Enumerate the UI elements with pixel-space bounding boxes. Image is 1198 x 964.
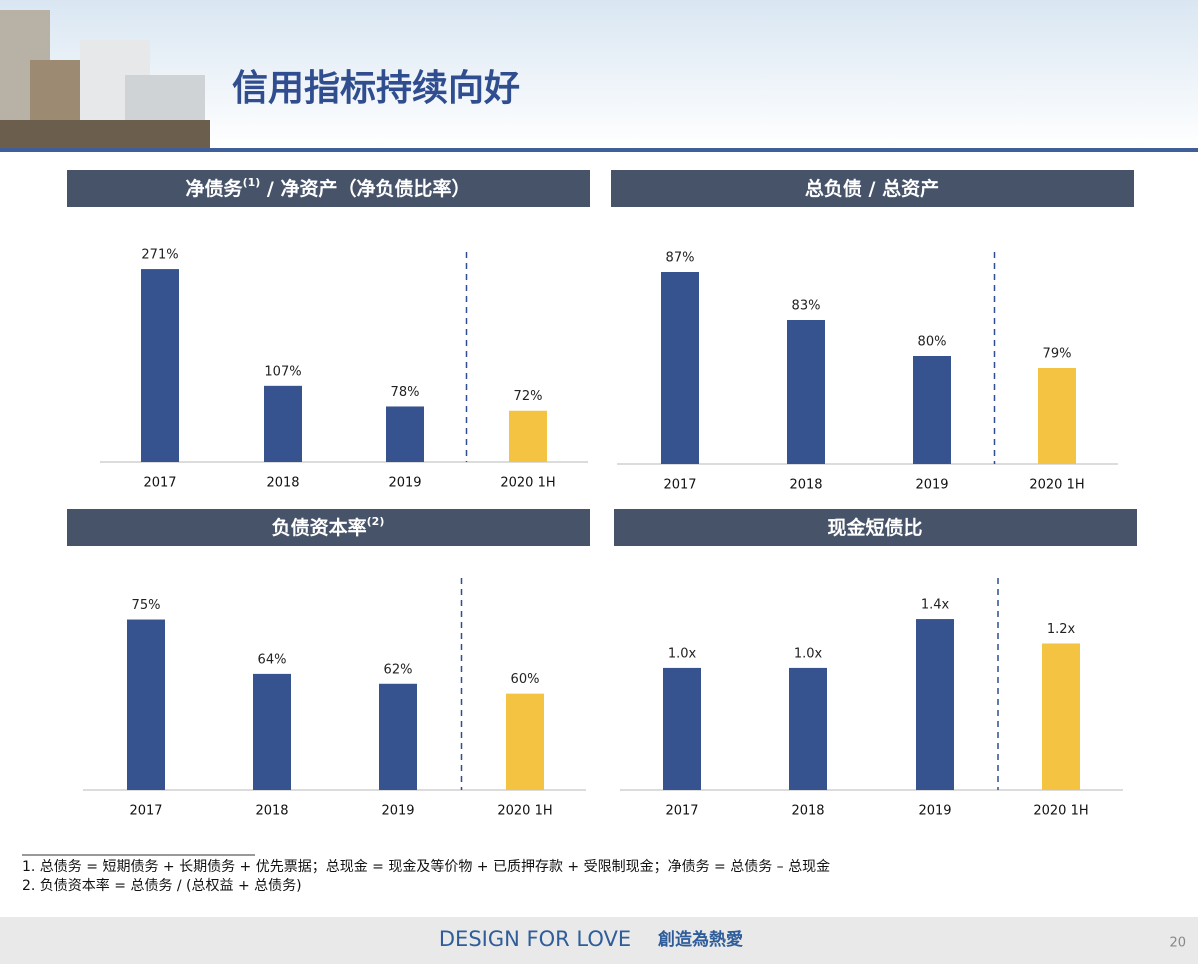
x-tick-label: 2019 <box>918 804 951 819</box>
value-label: 87% <box>666 251 695 266</box>
bar <box>127 619 165 790</box>
panel-title-part: 总负债 / 总资产 <box>805 177 939 200</box>
x-tick-label: 2019 <box>381 804 414 819</box>
bar <box>253 673 291 790</box>
value-label: 1.0x <box>794 646 823 661</box>
footnote: 1. 总债务 = 短期债务 + 长期债务 + 优先票据；总现金 = 现金及等价物… <box>22 858 830 875</box>
panel-title-part: 现金短债比 <box>827 516 922 539</box>
footnote: 2. 负债资本率 = 总债务 / (总权益 + 总债务) <box>22 877 302 894</box>
x-tick-label: 2018 <box>791 804 824 819</box>
page-number: 20 <box>1169 936 1186 951</box>
panel-title: 总负债 / 总资产 <box>805 177 939 200</box>
value-label: 271% <box>141 248 178 263</box>
bar <box>506 693 544 790</box>
bar <box>663 667 701 790</box>
header-rule <box>0 148 1198 152</box>
value-label: 107% <box>264 364 301 379</box>
x-tick-label: 2018 <box>266 476 299 491</box>
bar <box>509 410 547 462</box>
bar <box>916 619 954 790</box>
value-label: 62% <box>384 662 413 677</box>
value-label: 78% <box>391 385 420 400</box>
x-tick-label: 2019 <box>915 478 948 493</box>
bar <box>1042 643 1080 790</box>
bar <box>379 683 417 790</box>
x-tick-label: 2019 <box>388 476 421 491</box>
panel-title: 净债务(1) / 净资产（净负债比率） <box>186 176 471 200</box>
bar <box>386 406 424 462</box>
x-tick-label: 2020 1H <box>497 804 552 819</box>
bar <box>141 269 179 462</box>
bar <box>264 385 302 462</box>
bar <box>913 356 951 464</box>
value-label: 60% <box>511 672 540 687</box>
footer-brand: DESIGN FOR LOVE <box>439 927 631 951</box>
value-label: 1.4x <box>921 598 950 613</box>
x-tick-label: 2018 <box>789 478 822 493</box>
x-tick-label: 2017 <box>663 478 696 493</box>
bar <box>789 667 827 790</box>
panel-title-part: / 净资产（净负债比率） <box>260 177 470 200</box>
panel-title-part: 净债务 <box>186 177 244 200</box>
value-label: 1.2x <box>1047 622 1076 637</box>
x-tick-label: 2017 <box>143 476 176 491</box>
panel-title: 现金短债比 <box>827 516 922 539</box>
value-label: 64% <box>258 652 287 667</box>
value-label: 72% <box>514 389 543 404</box>
x-tick-label: 2020 1H <box>1029 478 1084 493</box>
x-tick-label: 2020 1H <box>500 476 555 491</box>
building-image <box>0 10 210 148</box>
footer-band <box>0 917 1198 964</box>
panel-header <box>67 509 590 546</box>
x-tick-label: 2017 <box>129 804 162 819</box>
panel-header <box>67 170 590 207</box>
value-label: 75% <box>132 598 161 613</box>
x-tick-label: 2017 <box>665 804 698 819</box>
x-tick-label: 2018 <box>255 804 288 819</box>
panel-title-part: (2) <box>367 515 385 528</box>
bar <box>661 272 699 464</box>
slide-title: 信用指标持续向好 <box>232 68 520 109</box>
panel-title-part: (1) <box>243 176 261 189</box>
footer-slogan: 創造為熱愛 <box>657 929 743 950</box>
value-label: 79% <box>1043 347 1072 362</box>
value-label: 83% <box>792 299 821 314</box>
value-label: 80% <box>918 335 947 350</box>
bar <box>787 320 825 464</box>
panel-title-part: 负债资本率 <box>272 516 367 539</box>
value-label: 1.0x <box>668 646 697 661</box>
panel-title: 负债资本率(2) <box>272 515 385 539</box>
bar <box>1038 368 1076 464</box>
panel-header <box>614 509 1137 546</box>
panel-header <box>611 170 1134 207</box>
x-tick-label: 2020 1H <box>1033 804 1088 819</box>
